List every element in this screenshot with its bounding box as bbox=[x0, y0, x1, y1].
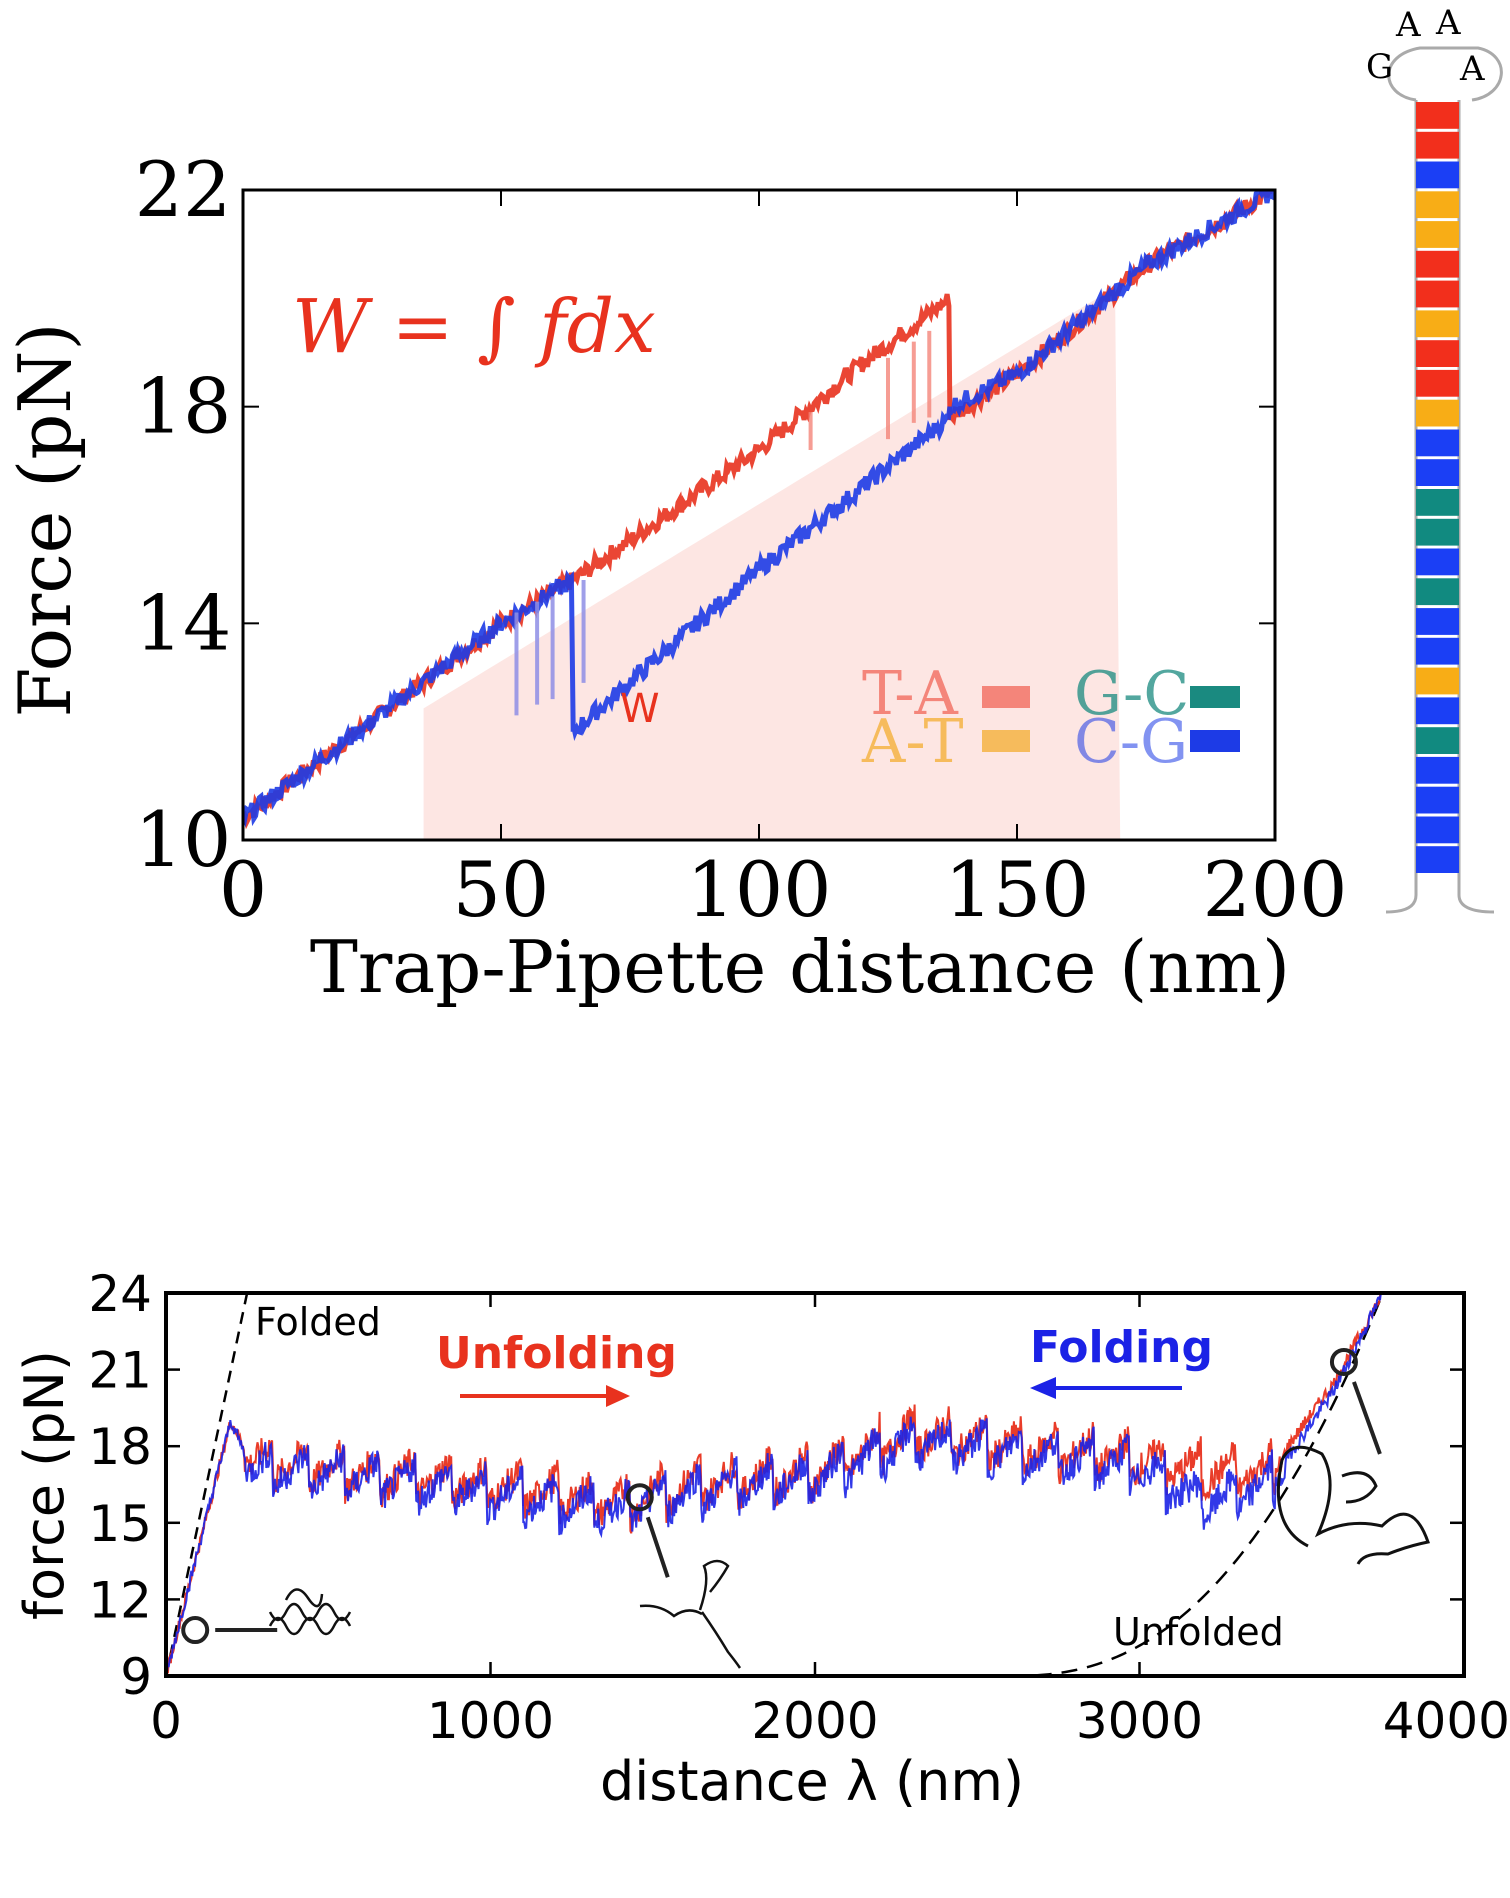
base-pair-C-G bbox=[1416, 548, 1459, 576]
base-pair-C-G bbox=[1416, 608, 1459, 635]
base-pair-G-C bbox=[1416, 518, 1459, 546]
unfolded-curve-label: Unfolded bbox=[1113, 1610, 1284, 1654]
bottom-x-tick-label: 2000 bbox=[751, 1692, 878, 1750]
state-marker bbox=[181, 1616, 210, 1645]
base-pair-C-G bbox=[1416, 697, 1459, 725]
top-y-tick-label: 14 bbox=[135, 578, 232, 667]
legend-swatch-gc bbox=[1190, 686, 1240, 708]
bottom-y-tick-label: 9 bbox=[120, 1648, 152, 1706]
top-y-tick-label: 22 bbox=[135, 145, 232, 234]
folding-label: Folding bbox=[1030, 1322, 1213, 1373]
base-pair-A-T bbox=[1416, 667, 1459, 695]
bottom-y-tick-label: 18 bbox=[88, 1418, 152, 1476]
base-pair-C-G bbox=[1416, 786, 1459, 814]
legend-label-at: A-T bbox=[861, 707, 963, 777]
legend-label-ta: T-A bbox=[862, 659, 959, 729]
top-x-tick-label: 200 bbox=[1202, 845, 1347, 934]
top-x-tick-label: 0 bbox=[219, 845, 267, 934]
loop-base-3: G bbox=[1366, 47, 1393, 87]
top-x-tick-label: 50 bbox=[453, 845, 550, 934]
unfolded-branch-dashed bbox=[1009, 1293, 1385, 1676]
folded-branch-dashed bbox=[166, 1293, 249, 1676]
molecule-sketch-unfolded bbox=[1276, 1445, 1430, 1565]
top-x-axis-label: Trap-Pipette distance (nm) bbox=[310, 925, 1290, 1009]
base-pair-A-T bbox=[1416, 191, 1459, 219]
bottom-series-folding bbox=[166, 1293, 1384, 1676]
base-pair-A-T bbox=[1416, 310, 1459, 338]
top-y-tick-label: 10 bbox=[135, 795, 232, 884]
base-pair-T-A bbox=[1416, 250, 1459, 278]
bottom-y-tick-label: 21 bbox=[88, 1342, 152, 1400]
folded-curve-label: Folded bbox=[255, 1300, 381, 1344]
hairpin-loop bbox=[1387, 46, 1503, 102]
base-pair-C-G bbox=[1416, 429, 1459, 457]
state-marker bbox=[1329, 1347, 1358, 1376]
base-pair-C-G bbox=[1416, 846, 1459, 873]
folding-arrow bbox=[1030, 1377, 1182, 1399]
state-marker-leader bbox=[645, 1516, 670, 1578]
base-pair-A-T bbox=[1416, 221, 1459, 248]
state-marker-leader bbox=[1352, 1381, 1382, 1455]
top-legend: T-A G-C A-T C-G bbox=[861, 659, 1240, 777]
loop-base-1: A bbox=[1395, 5, 1421, 45]
base-pair-C-G bbox=[1416, 161, 1459, 189]
top-x-tick-label: 150 bbox=[944, 845, 1089, 934]
base-pair-C-G bbox=[1416, 459, 1459, 486]
work-formula: W = ∫ fdx bbox=[292, 284, 656, 370]
base-pair-G-C bbox=[1416, 578, 1459, 606]
bottom-x-tick-label: 1000 bbox=[427, 1692, 554, 1750]
loop-base-4: A bbox=[1459, 49, 1485, 89]
base-pair-C-G bbox=[1416, 637, 1459, 665]
base-pair-T-A bbox=[1416, 340, 1459, 367]
base-pair-T-A bbox=[1416, 131, 1459, 159]
molecule-sketch-partial bbox=[639, 1559, 742, 1669]
top-x-tick-label: 100 bbox=[686, 845, 831, 934]
base-pair-T-A bbox=[1416, 369, 1459, 397]
base-pair-C-G bbox=[1416, 756, 1459, 784]
hairpin-backbone-left bbox=[1385, 100, 1418, 914]
base-pair-G-C bbox=[1416, 489, 1459, 516]
base-pair-C-G bbox=[1416, 816, 1459, 844]
loop-base-2: A bbox=[1435, 3, 1461, 43]
bottom-y-tick-label: 15 bbox=[88, 1495, 152, 1553]
legend-swatch-cg bbox=[1190, 730, 1240, 752]
top-chart: 0 50 100 150 200 10 14 18 22 Force (pN) Trap-Pip… bbox=[3, 145, 1348, 1009]
top-y-axis-label: Force (pN) bbox=[3, 323, 87, 718]
bottom-y-axis-label: force (pN) bbox=[13, 1350, 76, 1620]
base-pair-G-C bbox=[1416, 727, 1459, 754]
bottom-y-tick-label: 12 bbox=[88, 1571, 152, 1629]
legend-label-gc: G-C bbox=[1074, 659, 1189, 729]
unfolding-label: Unfolding bbox=[436, 1328, 677, 1379]
shaded-area-label: W bbox=[620, 686, 660, 732]
base-pair-A-T bbox=[1416, 399, 1459, 427]
bottom-x-axis-label: distance λ (nm) bbox=[600, 1750, 1024, 1813]
bottom-y-tick-label: 24 bbox=[88, 1265, 152, 1323]
molecule-sketch-folded bbox=[268, 1588, 352, 1636]
rna-hairpin-diagram: A A G A bbox=[1366, 3, 1503, 914]
top-y-tick-label: 18 bbox=[135, 362, 232, 451]
state-marker bbox=[625, 1483, 654, 1512]
legend-label-cg: C-G bbox=[1074, 707, 1188, 777]
legend-swatch-ta bbox=[982, 686, 1030, 708]
base-pair-T-A bbox=[1416, 102, 1459, 129]
bottom-x-tick-label: 0 bbox=[150, 1692, 182, 1750]
unfolding-arrow bbox=[460, 1385, 630, 1407]
hairpin-backbone-right bbox=[1457, 100, 1495, 914]
base-pair-T-A bbox=[1416, 280, 1459, 308]
legend-swatch-at bbox=[982, 730, 1030, 752]
top-series-refolding bbox=[243, 190, 1275, 828]
bottom-x-tick-label: 4000 bbox=[1383, 1692, 1510, 1750]
bottom-x-tick-label: 3000 bbox=[1076, 1692, 1203, 1750]
